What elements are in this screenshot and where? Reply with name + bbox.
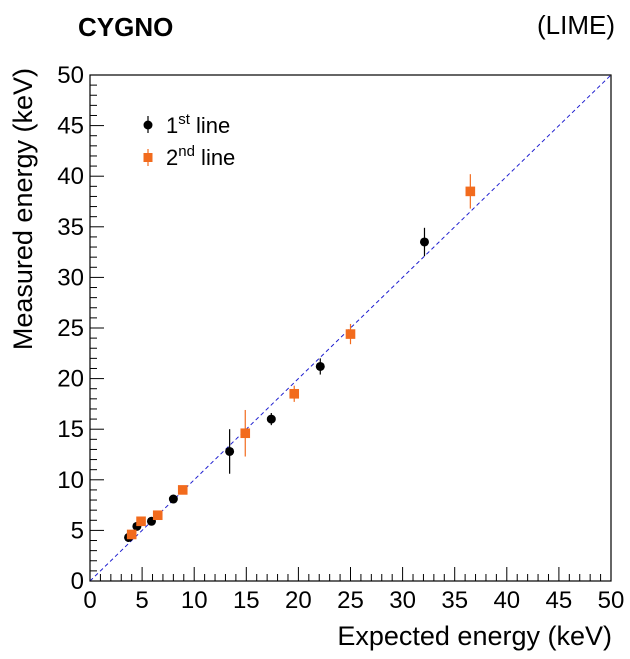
- y-tick-label: 50: [57, 62, 84, 89]
- legend-label-1-sup: st: [178, 111, 191, 128]
- x-tick-label: 40: [493, 587, 520, 614]
- x-tick-label: 45: [546, 587, 573, 614]
- y-tick-label: 15: [57, 416, 84, 443]
- y-tick-label: 40: [57, 163, 84, 190]
- y-tick-label: 20: [57, 366, 84, 393]
- y-tick-label: 25: [57, 315, 84, 342]
- point-series-1: [266, 414, 276, 424]
- point-series-1: [225, 446, 235, 456]
- x-tick-label: 50: [598, 587, 625, 614]
- x-tick-label: 30: [389, 587, 416, 614]
- x-tick-label: 0: [83, 587, 96, 614]
- point-series-2: [177, 485, 188, 495]
- legend-label-1-base: 1: [166, 113, 178, 138]
- point-series-1: [315, 361, 325, 371]
- legend-label-1-rest: line: [190, 113, 230, 138]
- axis-ticks: 0 5 10 15 20 25 30 35 40 45 50 0 5 10 15 20 25 30 35 40 45 50: [57, 62, 624, 614]
- x-axis-label: Expected energy (keV): [337, 621, 612, 651]
- y-axis-label: Measured energy (keV): [8, 68, 38, 350]
- legend-item-1st-line: 1st line: [143, 111, 230, 138]
- x-tick-label: 25: [337, 587, 364, 614]
- y-tick-label: 45: [57, 113, 84, 140]
- legend-label-2nd-line: 2nd line: [166, 143, 235, 170]
- point-series-2: [126, 529, 137, 540]
- point-series-2: [136, 516, 146, 527]
- legend-item-2nd-line: 2nd line: [143, 143, 235, 170]
- chart-header-right: (LIME): [537, 10, 615, 40]
- data-points: [124, 174, 476, 542]
- x-tick-label: 10: [181, 587, 208, 614]
- y-tick-label: 35: [57, 214, 84, 241]
- legend: 1st line 2nd line: [143, 111, 235, 170]
- legend-label-1st-line: 1st line: [166, 111, 230, 138]
- point-series-2: [345, 329, 356, 339]
- x-tick-label: 35: [441, 587, 468, 614]
- x-tick-label: 20: [285, 587, 312, 614]
- legend-label-2-rest: line: [195, 145, 235, 170]
- point-series-2: [152, 510, 163, 521]
- y-tick-label: 0: [71, 568, 84, 595]
- y-tick-label: 10: [57, 467, 84, 494]
- chart-header-left: CYGNO: [78, 12, 173, 42]
- y-tick-label: 5: [71, 517, 84, 544]
- legend-label-2-base: 2: [166, 145, 178, 170]
- legend-marker-2nd-line: [143, 153, 153, 162]
- legend-label-2-sup: nd: [178, 143, 195, 160]
- legend-marker-1st-line: [143, 120, 153, 130]
- y-tick-label: 30: [57, 264, 84, 291]
- point-series-1: [168, 494, 178, 504]
- x-tick-label: 15: [233, 587, 260, 614]
- point-series-2: [465, 186, 476, 197]
- point-series-2: [289, 388, 300, 399]
- point-series-1: [419, 237, 429, 247]
- x-tick-label: 5: [135, 587, 148, 614]
- point-series-2: [240, 428, 251, 439]
